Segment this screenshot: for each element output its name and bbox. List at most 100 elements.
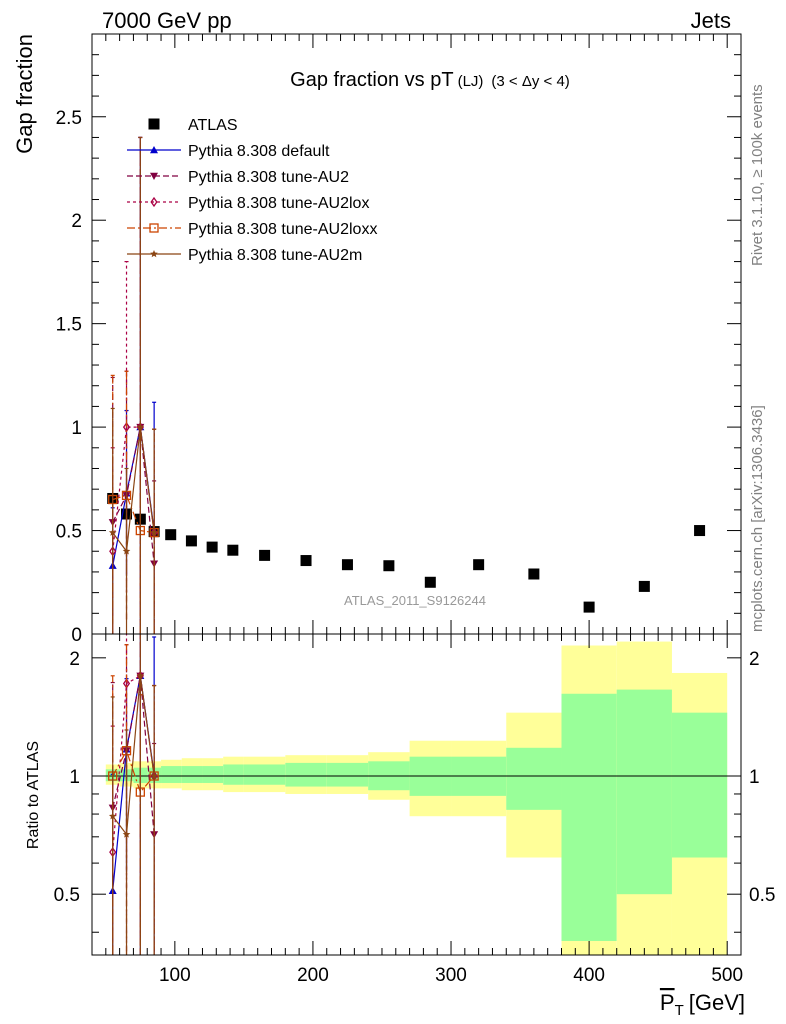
legend-marker-default bbox=[150, 146, 158, 154]
main-point-atlas bbox=[638, 580, 650, 592]
ratio-series-line-au2 bbox=[112, 675, 155, 835]
x-axis-label-unit: [GeV] bbox=[689, 990, 745, 1015]
main-point-atlas bbox=[473, 559, 485, 571]
ratio-band-inner bbox=[223, 764, 244, 785]
ratio-x-tick-label: 200 bbox=[297, 965, 329, 986]
main-y-tick-label: 2.5 bbox=[56, 108, 82, 129]
ratio-y-tick-label-right: 2 bbox=[749, 649, 760, 670]
ratio-point-au2m bbox=[122, 830, 131, 838]
legend-label-au2lox: Pythia 8.308 tune-AU2lox bbox=[188, 195, 369, 212]
main-y-tick-label: 0 bbox=[71, 625, 82, 646]
legend-item-atlas: ATLAS bbox=[148, 117, 238, 134]
ratio-y-tick-label-right: 0.5 bbox=[749, 885, 775, 906]
ratio-point-au2lox bbox=[122, 678, 131, 689]
main-series-line-au2lox bbox=[112, 426, 155, 552]
main-series-au2m bbox=[108, 136, 158, 634]
main-point-atlas bbox=[583, 601, 595, 613]
main-y-tick-label: 1 bbox=[71, 418, 82, 439]
main-title-sub: (LJ) bbox=[458, 73, 484, 90]
ratio-band-inner bbox=[326, 762, 369, 787]
ratio-point-au2m bbox=[108, 812, 117, 820]
main-y-tick-label: 2 bbox=[71, 211, 82, 232]
ratio-panel: 0.5 0.5 1 1 2 2 100 200 300 400 500 Ratio to ATLAS… bbox=[25, 633, 775, 1019]
ratio-y-tick-label: 0.5 bbox=[54, 885, 80, 906]
main-ylabel: Gap fraction bbox=[12, 34, 37, 154]
legend-item-au2m: Pythia 8.308 tune-AU2m bbox=[127, 247, 362, 264]
x-axis-label: PT [GeV] bbox=[660, 990, 745, 1019]
main-point-atlas bbox=[528, 568, 540, 580]
main-point-atlas bbox=[227, 544, 239, 556]
legend-label-au2loxx: Pythia 8.308 tune-AU2loxx bbox=[188, 221, 377, 238]
ratio-band-inner bbox=[161, 766, 182, 783]
legend-marker-au2m bbox=[150, 250, 158, 258]
legend-label-default: Pythia 8.308 default bbox=[188, 143, 330, 160]
ratio-ylabel: Ratio to ATLAS bbox=[25, 741, 42, 849]
main-series-line-au2 bbox=[112, 426, 155, 564]
main-point-atlas bbox=[383, 560, 395, 572]
legend-marker-au2loxx bbox=[149, 223, 159, 233]
main-y-tick-label: 1.5 bbox=[56, 315, 82, 336]
ratio-point-au2m bbox=[136, 671, 145, 680]
main-series-line-au2m bbox=[112, 427, 155, 553]
legend-marker-au2 bbox=[150, 172, 158, 180]
ratio-series-line-au2loxx bbox=[112, 749, 155, 794]
main-point-au2m bbox=[150, 528, 158, 536]
main-y-tick-label: 0.5 bbox=[56, 522, 82, 543]
main-series-au2lox bbox=[109, 136, 158, 634]
main-point-atlas bbox=[341, 559, 353, 571]
ratio-series-au2loxx bbox=[108, 644, 159, 955]
main-point-atlas bbox=[300, 555, 312, 567]
ratio-y-tick-label: 2 bbox=[69, 649, 80, 670]
header-left: 7000 GeV pp bbox=[102, 8, 232, 33]
main-panel: 0 0.5 1 1.5 2 2.5 Gap fraction vs pT (LJ) (3 < … bbox=[12, 33, 742, 646]
ratio-series-line-au2m bbox=[112, 675, 155, 837]
ratio-band-inner bbox=[616, 689, 672, 895]
ratio-y-tick-label: 1 bbox=[69, 767, 80, 788]
ratio-band-inner bbox=[181, 766, 203, 783]
ratio-frame bbox=[91, 633, 742, 956]
ratio-x-tick-label: 500 bbox=[711, 965, 743, 986]
legend-marker-au2lox bbox=[150, 196, 158, 208]
legend-marker-atlas bbox=[148, 118, 160, 130]
legend-item-au2: Pythia 8.308 tune-AU2 bbox=[127, 169, 349, 186]
main-series-au2 bbox=[108, 136, 159, 634]
legend-item-au2loxx: Pythia 8.308 tune-AU2loxx bbox=[127, 221, 377, 238]
mcplots-label: mcplots.cern.ch [arXiv:1306.3436] bbox=[749, 405, 766, 632]
main-title-text: Gap fraction vs pT bbox=[290, 69, 453, 91]
ratio-y-tick-label-right: 1 bbox=[749, 767, 760, 788]
ratio-x-tick-label: 300 bbox=[435, 965, 467, 986]
watermark: ATLAS_2011_S9126244 bbox=[344, 593, 486, 608]
main-point-atlas bbox=[424, 576, 436, 588]
legend-label-atlas: ATLAS bbox=[188, 117, 238, 134]
ratio-band-inner bbox=[561, 693, 617, 941]
main-point-au2m bbox=[136, 423, 145, 431]
main-series-line-au2loxx bbox=[112, 494, 155, 534]
ratio-x-tick-label: 100 bbox=[159, 965, 191, 986]
legend-item-au2lox: Pythia 8.308 tune-AU2lox bbox=[127, 195, 369, 212]
rivet-label: Rivet 3.1.10, ≥ 100k events bbox=[749, 84, 766, 266]
ratio-series-au2m bbox=[108, 634, 158, 955]
main-title-range: (3 < Δy < 4) bbox=[491, 73, 569, 90]
main-point-atlas bbox=[694, 525, 706, 537]
legend: ATLAS Pythia 8.308 default Pythia 8.308 tu… bbox=[127, 117, 377, 264]
main-series-default bbox=[108, 136, 159, 634]
main-title: Gap fraction vs pT (LJ) (3 < Δy < 4) bbox=[290, 69, 570, 91]
legend-label-au2m: Pythia 8.308 tune-AU2m bbox=[188, 247, 362, 264]
main-point-au2m bbox=[122, 547, 131, 555]
main-point-au2m bbox=[108, 528, 117, 536]
main-point-atlas bbox=[259, 549, 271, 561]
ratio-band-inner bbox=[671, 712, 728, 858]
ratio-band-inner bbox=[202, 766, 224, 783]
ratio-point-au2m bbox=[150, 772, 158, 780]
legend-label-au2: Pythia 8.308 tune-AU2 bbox=[188, 169, 349, 186]
ratio-band-inner bbox=[506, 747, 562, 810]
x-axis-label-main: P bbox=[660, 990, 675, 1015]
header-right: Jets bbox=[691, 8, 731, 33]
main-point-atlas bbox=[185, 535, 197, 547]
ratio-x-tick-label: 400 bbox=[573, 965, 605, 986]
main-point-atlas bbox=[206, 541, 218, 553]
ratio-band-inner bbox=[285, 762, 327, 787]
x-axis-label-sub: T bbox=[675, 1002, 684, 1019]
legend-item-default: Pythia 8.308 default bbox=[127, 143, 330, 160]
